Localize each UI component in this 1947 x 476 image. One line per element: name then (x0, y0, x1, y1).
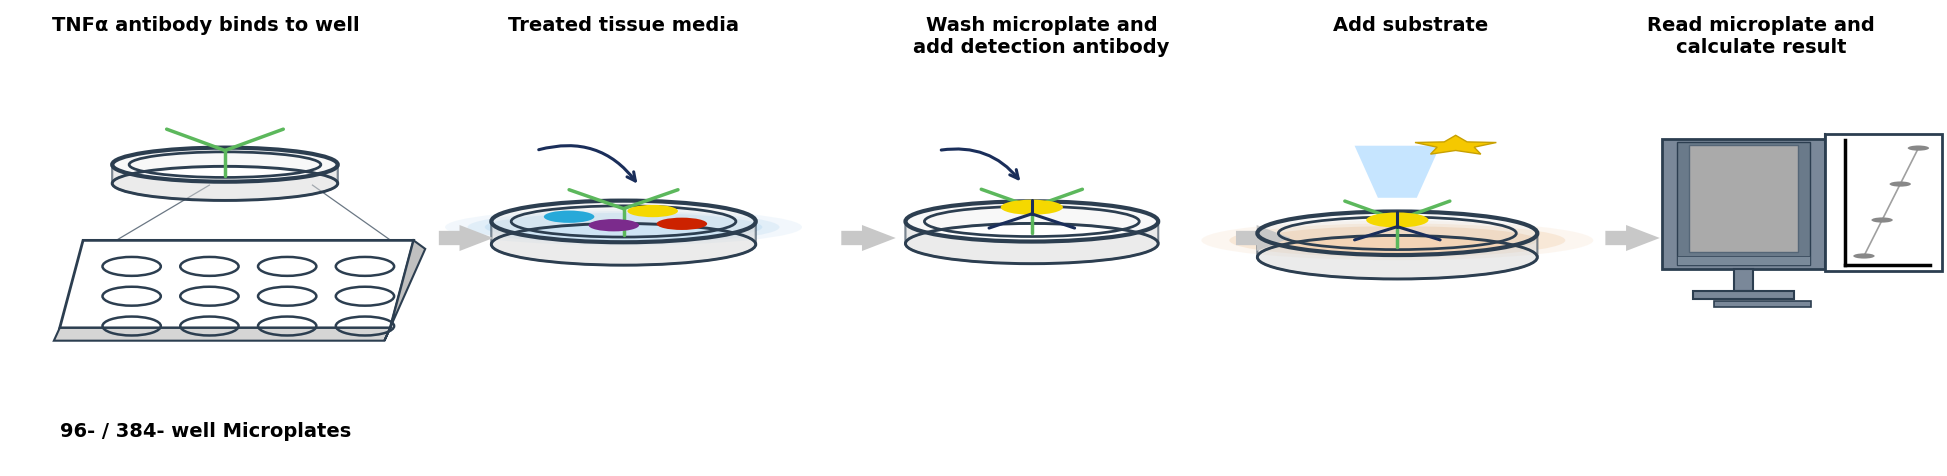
Bar (1824, 134, 1941, 271)
Bar (1692, 291, 1793, 299)
Text: TNFα antibody binds to well: TNFα antibody binds to well (53, 16, 360, 35)
Circle shape (1001, 199, 1063, 215)
Polygon shape (841, 225, 896, 251)
Bar (1676, 142, 1809, 265)
Polygon shape (1258, 211, 1538, 257)
Circle shape (627, 205, 678, 217)
Bar (1676, 256, 1809, 265)
Polygon shape (438, 225, 493, 251)
Polygon shape (1415, 135, 1497, 154)
Text: Read microplate and
calculate result: Read microplate and calculate result (1647, 16, 1875, 57)
Circle shape (543, 210, 594, 223)
Bar (1733, 269, 1752, 291)
Text: 96- / 384- well Microplates: 96- / 384- well Microplates (60, 423, 350, 441)
Bar (1688, 145, 1797, 252)
Ellipse shape (467, 211, 779, 243)
Polygon shape (905, 221, 1158, 264)
Polygon shape (491, 200, 755, 244)
Polygon shape (384, 240, 424, 341)
Polygon shape (55, 328, 389, 341)
Ellipse shape (485, 213, 763, 241)
Text: Add substrate: Add substrate (1334, 16, 1489, 35)
Ellipse shape (1201, 220, 1593, 260)
Polygon shape (113, 165, 337, 200)
Polygon shape (491, 221, 755, 265)
Polygon shape (1236, 225, 1291, 251)
Polygon shape (905, 201, 1158, 244)
Ellipse shape (1258, 226, 1538, 255)
Circle shape (588, 219, 639, 231)
Circle shape (1854, 253, 1875, 258)
Polygon shape (113, 148, 337, 183)
Circle shape (656, 218, 707, 230)
Text: Wash microplate and
add detection antibody: Wash microplate and add detection antibo… (913, 16, 1170, 57)
Circle shape (1908, 146, 1929, 151)
Text: Treated tissue media: Treated tissue media (508, 16, 740, 35)
Polygon shape (1355, 146, 1441, 198)
Circle shape (1871, 218, 1892, 223)
Bar (1661, 139, 1824, 269)
Ellipse shape (1229, 223, 1565, 258)
Circle shape (1367, 212, 1429, 228)
Ellipse shape (446, 209, 802, 246)
Polygon shape (60, 240, 413, 328)
Bar (1713, 301, 1811, 307)
Circle shape (1889, 181, 1910, 187)
Polygon shape (1606, 225, 1659, 251)
Polygon shape (1258, 233, 1538, 279)
